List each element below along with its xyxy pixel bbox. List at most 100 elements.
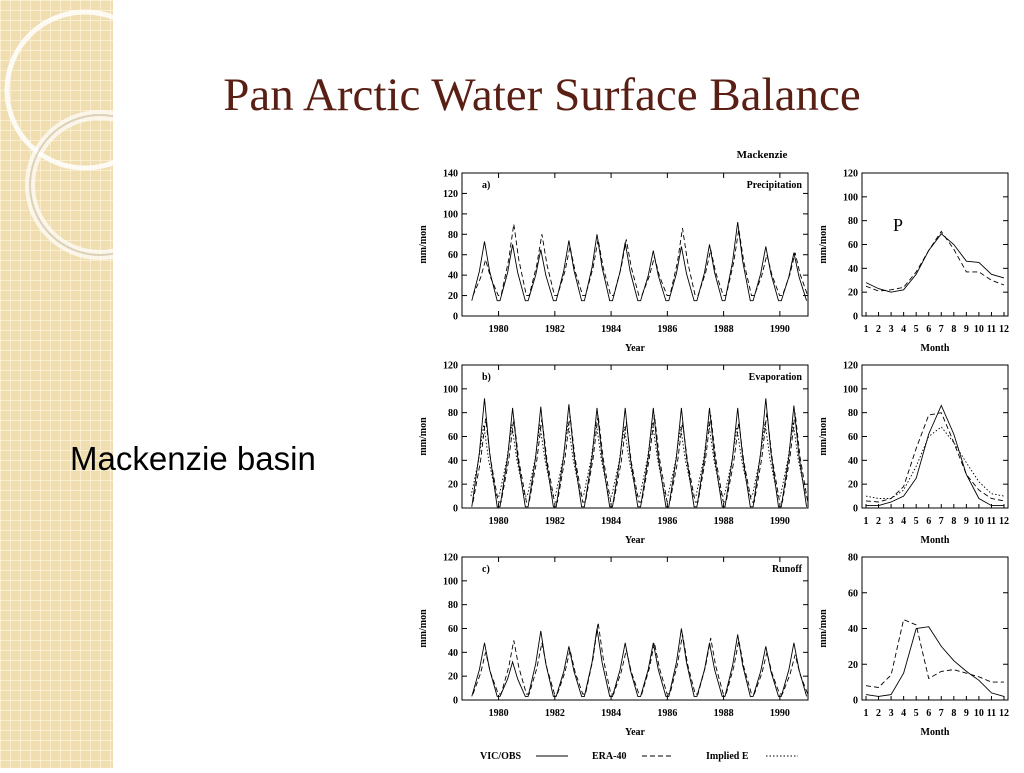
x-tick-label: 1982: [545, 324, 565, 335]
x-tick-label: 9: [964, 516, 969, 527]
y-tick-label: 20: [448, 672, 458, 683]
y-tick-label: 100: [443, 209, 458, 220]
x-axis-label: Month: [921, 343, 950, 354]
y-tick-label: 40: [848, 264, 858, 275]
series-line-era-40: [865, 230, 1005, 292]
x-tick-label: 1980: [489, 708, 509, 719]
x-tick-label: 1990: [770, 324, 790, 335]
y-tick-label: 60: [448, 250, 458, 261]
y-tick-label: 120: [843, 361, 858, 372]
y-tick-label: 100: [443, 384, 458, 395]
y-tick-label: 20: [848, 480, 858, 491]
y-tick-label: 80: [848, 216, 858, 227]
x-tick-label: 4: [901, 708, 906, 719]
panel-title: Evaporation: [749, 372, 803, 383]
decorative-sidebar: [0, 0, 175, 768]
x-tick-label: 5: [914, 708, 919, 719]
x-tick-label: 10: [974, 708, 984, 719]
y-tick-label: 80: [848, 408, 858, 419]
x-tick-label: 4: [901, 516, 906, 527]
x-tick-label: 12: [999, 708, 1009, 719]
series-line-vic-obs: [865, 233, 1005, 293]
plot-frame: [861, 556, 1009, 701]
x-tick-label: 3: [889, 708, 894, 719]
y-axis-label: mm/mon: [818, 417, 829, 456]
legend: VIC/OBS ERA-40 Implied E: [480, 751, 798, 762]
panel-3: 0 20 40 60 80 100 120 mm/mon Year 1980 1982 1984 198…: [418, 361, 809, 546]
x-tick-label: 8: [951, 708, 956, 719]
x-tick-label: 3: [889, 516, 894, 527]
x-tick-label: 1988: [714, 324, 734, 335]
x-tick-label: 5: [914, 324, 919, 335]
x-tick-label: 1984: [601, 708, 621, 719]
y-tick-label: 0: [453, 504, 458, 515]
panel-letter: b): [482, 372, 491, 383]
x-tick-label: 1988: [714, 516, 734, 527]
legend-label: VIC/OBS: [480, 751, 522, 762]
x-tick-label: 6: [926, 324, 931, 335]
legend-label: Implied E: [706, 751, 749, 762]
x-axis-label: Year: [625, 535, 646, 546]
x-tick-label: 12: [999, 324, 1009, 335]
x-tick-label: 1982: [545, 708, 565, 719]
panel-1: 0 20 40 60 80 100 120 140 mm/mon Year 1980 1982 1984…: [418, 169, 809, 354]
x-tick-label: 7: [939, 324, 944, 335]
x-axis-label: Month: [921, 727, 950, 738]
x-tick-label: 1988: [714, 708, 734, 719]
y-tick-label: 100: [443, 576, 458, 587]
y-tick-label: 20: [848, 660, 858, 671]
y-axis-label: mm/mon: [418, 417, 429, 456]
series-line-vic-obs: [865, 626, 1005, 697]
y-tick-label: 40: [848, 456, 858, 467]
x-tick-label: 2: [876, 516, 881, 527]
x-tick-label: 5: [914, 516, 919, 527]
series-line-vic-obs: [471, 221, 808, 302]
x-tick-label: 3: [889, 324, 894, 335]
y-tick-label: 20: [448, 480, 458, 491]
y-tick-label: 120: [443, 553, 458, 564]
x-tick-label: 11: [987, 708, 996, 719]
x-tick-label: 1984: [601, 324, 621, 335]
plot-frame: [461, 556, 809, 701]
x-axis-label: Year: [625, 727, 646, 738]
x-tick-label: 6: [926, 708, 931, 719]
legend-label: ERA-40: [592, 751, 626, 762]
plot-frame: [861, 172, 1009, 317]
x-tick-label: 11: [987, 516, 996, 527]
slide-title: Pan Arctic Water Surface Balance: [0, 68, 1024, 122]
x-tick-label: 1: [864, 516, 869, 527]
series-line-era-40: [472, 622, 809, 695]
y-tick-label: 0: [453, 312, 458, 323]
series-line-era-40: [865, 618, 1004, 688]
y-tick-label: 80: [448, 600, 458, 611]
y-tick-label: 60: [848, 432, 858, 443]
x-tick-label: 2: [876, 708, 881, 719]
y-tick-label: 100: [843, 384, 858, 395]
series-line-era-40: [472, 224, 809, 297]
y-tick-label: 80: [448, 408, 458, 419]
x-tick-label: 1982: [545, 516, 565, 527]
y-axis-label: mm/mon: [818, 225, 829, 264]
y-tick-label: 40: [448, 648, 458, 659]
x-axis-label: Year: [625, 343, 646, 354]
series-line-implied-e: [470, 422, 807, 497]
panel-letter: c): [482, 564, 490, 575]
x-tick-label: 1986: [657, 324, 677, 335]
y-tick-label: 20: [848, 288, 858, 299]
y-tick-label: 20: [448, 291, 458, 302]
y-tick-label: 0: [853, 504, 858, 515]
y-tick-label: 100: [843, 192, 858, 203]
y-tick-label: 40: [448, 456, 458, 467]
x-tick-label: 1986: [657, 708, 677, 719]
x-tick-label: 7: [939, 516, 944, 527]
y-axis-label: mm/mon: [418, 609, 429, 648]
x-tick-label: 1980: [489, 324, 509, 335]
y-tick-label: 80: [448, 230, 458, 241]
sidebar-pattern: [0, 0, 175, 768]
plot-frame: [461, 172, 809, 317]
slide-title-text: Pan Arctic Water Surface Balance: [223, 69, 861, 121]
x-tick-label: 1: [864, 708, 869, 719]
